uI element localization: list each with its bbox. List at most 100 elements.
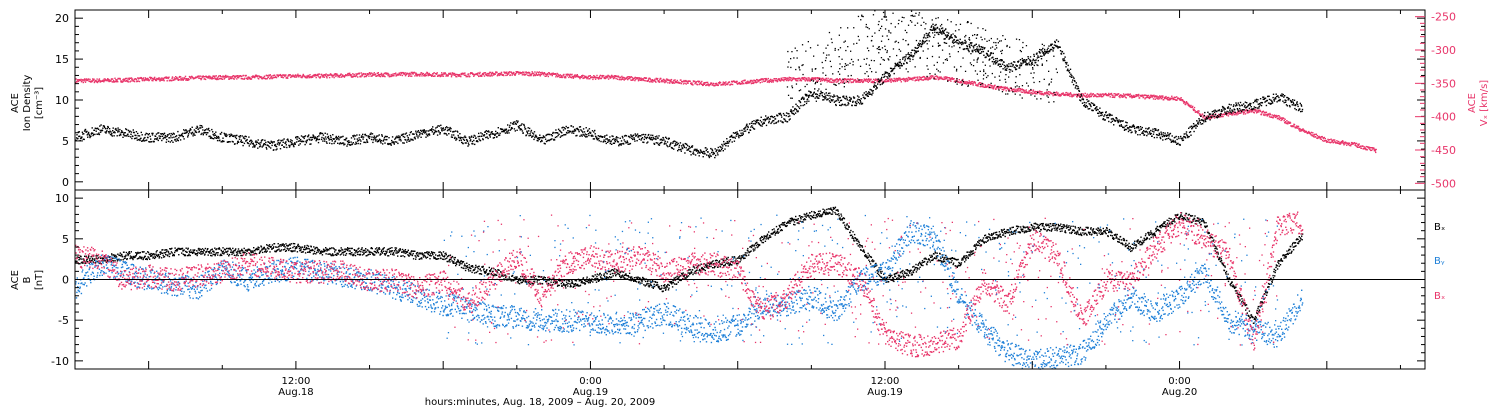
vx-data-point xyxy=(544,75,546,77)
density-data-point xyxy=(148,141,150,143)
density-data-point xyxy=(432,126,434,128)
vx-data-point xyxy=(1110,92,1113,95)
vx-data-point xyxy=(1105,92,1107,95)
vx-data-point xyxy=(215,75,217,77)
vx-data-point xyxy=(1158,97,1160,99)
density-data-point xyxy=(623,143,625,145)
density-data-point xyxy=(940,27,943,30)
density-data-point xyxy=(528,135,530,137)
density-data-point xyxy=(925,37,927,39)
density-data-point xyxy=(968,45,971,47)
vx-data-point xyxy=(1118,93,1120,95)
vx-data-point xyxy=(512,73,514,75)
density-data-point xyxy=(366,141,369,143)
density-data-point xyxy=(845,104,847,107)
vx-data-point xyxy=(555,76,557,78)
vx-data-point xyxy=(804,79,806,81)
vx-data-point xyxy=(1113,93,1115,95)
vx-data-point xyxy=(832,79,834,82)
vx-data-point xyxy=(918,78,920,80)
vx-data-point xyxy=(1219,116,1221,118)
vx-data-point xyxy=(173,77,175,79)
vx-data-point xyxy=(585,75,587,78)
density-data-point xyxy=(123,134,125,136)
vx-data-point xyxy=(937,77,939,79)
density-data-point xyxy=(212,133,214,136)
vx-data-point xyxy=(376,75,378,77)
vx-data-point xyxy=(596,74,598,77)
density-data-point xyxy=(301,140,304,142)
density-data-point xyxy=(941,33,943,35)
density-data-point xyxy=(356,134,358,136)
density-data-point xyxy=(359,143,362,145)
vx-data-point xyxy=(1069,92,1072,94)
vx-data-point xyxy=(272,74,275,77)
vx-data-point xyxy=(994,84,996,86)
vx-data-point xyxy=(247,76,250,78)
vx-data-point xyxy=(1211,115,1214,117)
vx-data-point xyxy=(1135,95,1138,97)
vx-data-point xyxy=(1343,141,1346,144)
vx-data-point xyxy=(478,73,481,75)
vx-data-point xyxy=(1096,96,1098,98)
vx-data-point xyxy=(769,79,771,82)
vx-data-point xyxy=(444,72,446,74)
density-data-point xyxy=(989,54,991,57)
vx-data-point xyxy=(1350,141,1353,144)
density-data-point xyxy=(499,132,501,134)
density-data-point xyxy=(231,134,233,136)
density-data-point xyxy=(974,44,976,46)
vx-data-point xyxy=(487,72,490,75)
density-data-point xyxy=(657,142,659,144)
density-data-point xyxy=(225,133,227,135)
vx-data-point xyxy=(581,75,583,77)
density-data-point xyxy=(490,133,492,135)
vx-data-point xyxy=(1099,95,1101,98)
density-data-point xyxy=(95,130,97,132)
vx-data-point xyxy=(295,74,297,76)
vx-data-point xyxy=(695,81,698,83)
density-data-point xyxy=(404,138,406,141)
vx-data-point xyxy=(255,74,258,76)
density-data-point xyxy=(737,133,739,135)
density-data-point xyxy=(351,143,354,145)
vx-data-point xyxy=(1029,92,1031,94)
density-data-point xyxy=(311,136,313,139)
density-data-point xyxy=(251,143,254,145)
density-data-point xyxy=(443,129,445,131)
density-data-point xyxy=(257,139,259,141)
density-data-point xyxy=(394,141,396,143)
density-data-point xyxy=(861,102,864,105)
density-data-point xyxy=(663,143,665,145)
vx-data-point xyxy=(150,76,153,79)
density-data-point xyxy=(954,35,956,37)
vx-data-point xyxy=(223,78,225,80)
density-data-point xyxy=(472,143,474,145)
density-data-point xyxy=(333,138,335,140)
density-data-point xyxy=(607,139,610,141)
density-data-point xyxy=(912,56,914,58)
vx-data-point xyxy=(98,78,101,80)
vx-data-point xyxy=(436,72,438,74)
vx-data-point xyxy=(213,76,216,78)
vx-data-point xyxy=(1240,112,1242,114)
vx-data-point xyxy=(122,80,125,82)
vx-data-point xyxy=(950,77,952,80)
density-data-point xyxy=(299,138,302,141)
vx-data-point xyxy=(839,81,842,84)
density-data-point xyxy=(507,124,509,126)
density-data-point xyxy=(355,143,358,145)
density-data-point xyxy=(437,130,440,132)
vx-data-point xyxy=(599,77,601,79)
vx-data-point xyxy=(1107,94,1110,97)
density-data-point xyxy=(627,141,629,144)
density-data-point xyxy=(834,95,836,97)
vx-data-point xyxy=(334,74,336,76)
vx-data-point xyxy=(982,83,985,85)
density-data-point xyxy=(904,60,906,62)
density-data-point xyxy=(149,135,151,138)
density-data-point xyxy=(966,45,968,47)
density-data-point xyxy=(592,135,594,137)
vx-data-point xyxy=(856,78,859,80)
density-data-point xyxy=(201,132,203,135)
